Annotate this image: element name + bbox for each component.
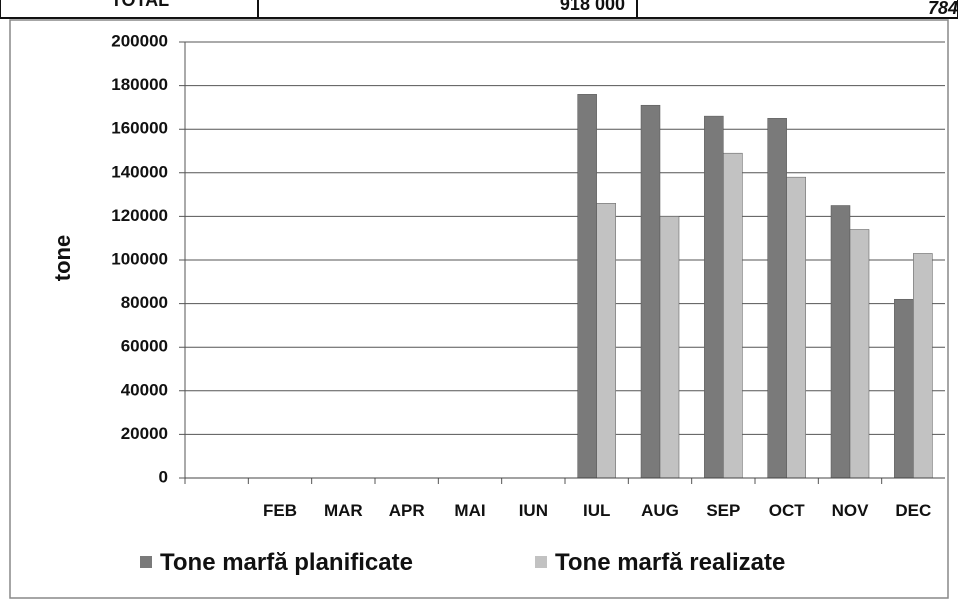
x-tick-label: FEB	[263, 501, 297, 520]
table-cell: TOTAL	[111, 0, 169, 10]
x-tick-label: SEP	[706, 501, 740, 520]
chart-border	[9, 19, 949, 599]
x-tick-label: AUG	[641, 501, 679, 520]
bar	[849, 229, 870, 479]
table-cell: 918 000	[560, 0, 625, 14]
bar	[723, 152, 743, 479]
x-tick-label: MAR	[324, 501, 363, 520]
bar	[704, 115, 724, 479]
table-cell: 784	[928, 0, 958, 18]
x-tick-label: IUL	[583, 501, 610, 520]
y-tick-label: 100000	[111, 249, 168, 268]
y-tick-label: 120000	[111, 206, 168, 225]
bar	[659, 216, 680, 479]
y-tick-label: 20000	[121, 424, 168, 443]
legend-swatch	[140, 556, 152, 568]
legend-swatch	[535, 556, 547, 568]
bar	[786, 176, 806, 479]
y-tick-label: 160000	[111, 119, 168, 138]
bar	[894, 298, 914, 479]
y-tick-label: 80000	[121, 293, 168, 312]
y-tick-label: 40000	[121, 380, 168, 399]
x-tick-label: DEC	[895, 501, 931, 520]
bar	[767, 118, 787, 479]
y-tick-label: 60000	[121, 337, 168, 356]
bar	[913, 253, 933, 479]
legend-label: Tone marfă planificate	[160, 549, 413, 576]
x-tick-label: IUN	[519, 501, 548, 520]
table-strip	[0, 0, 958, 19]
bar	[596, 203, 616, 479]
y-tick-label: 140000	[111, 162, 168, 181]
x-tick-label: OCT	[769, 501, 806, 520]
x-tick-label: NOV	[832, 501, 870, 520]
bar	[640, 104, 661, 479]
legend-label: Tone marfă realizate	[555, 549, 785, 576]
y-tick-label: 0	[159, 467, 168, 486]
y-axis-label: tone	[50, 235, 75, 281]
y-tick-label: 200000	[111, 31, 168, 50]
bar	[577, 94, 597, 479]
x-tick-label: MAI	[454, 501, 485, 520]
bar	[830, 205, 851, 479]
y-tick-label: 180000	[111, 75, 168, 94]
x-tick-label: APR	[389, 501, 425, 520]
